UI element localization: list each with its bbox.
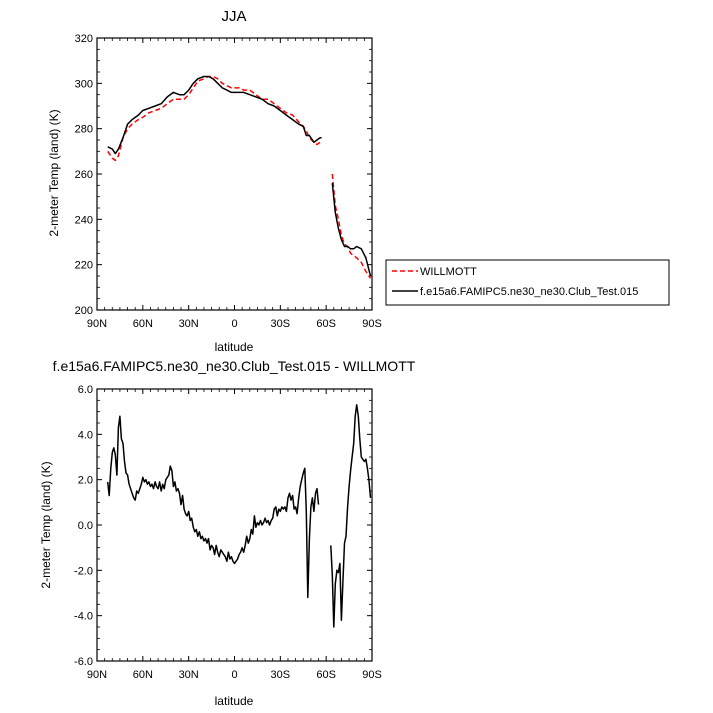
top-plot-frame [96,37,373,311]
top-x-tick-label: 30N [179,318,199,330]
top-y-tick-label: 220 [75,260,93,272]
bottom-y-axis-label: 2-meter Temp (land) (K) [39,461,53,588]
bottom-y-tick-label: 0.0 [78,520,93,532]
bottom-y-tick-label: -6.0 [74,656,93,668]
bottom-y-tick-label: 6.0 [78,384,93,396]
bottom-x-tick-label: 30N [179,669,199,681]
top-series-group [107,75,372,279]
top-y-tick-label: 200 [75,305,93,317]
bottom-panel: f.e15a6.FAMIPC5.ne30_ne30.Club_Test.015 … [39,358,416,708]
bottom-y-tick-label: -4.0 [74,611,93,623]
top-y-tick-label: 280 [75,124,93,136]
bottom-x-tick-label: 30S [271,669,291,681]
top-series-0-line-segment-1 [331,173,372,279]
top-x-tick-label: 90S [362,318,382,330]
legend: WILLMOTT f.e15a6.FAMIPC5.ne30_ne30.Club_… [385,259,670,306]
bottom-y-tick-label: 4.0 [78,429,93,441]
top-x-tick-label: 60N [133,318,153,330]
bottom-x-axis-label: latitude [215,694,254,708]
top-x-tick-label: 90N [87,318,107,330]
bottom-series-0-line-segment-1 [330,404,372,628]
top-y-axis-label: 2-meter Temp (land) (K) [47,109,61,236]
top-series-1-line-segment-0 [107,75,322,155]
bottom-y-tick-label: -2.0 [74,565,93,577]
top-x-tick-label: 30S [271,318,291,330]
top-series-1-line-segment-1 [331,183,372,277]
top-x-axis-label: latitude [215,340,254,354]
bottom-x-tick-label: 90S [362,669,382,681]
top-tick-group: 90N 60N 30N 0 30S 60S 90S 200 220 240 260 280 300 320 [75,33,382,330]
bottom-series-0-line-segment-0 [106,415,320,599]
legend-box [385,259,670,306]
top-x-tick-label: 60S [316,318,336,330]
bottom-x-tick-label: 60S [316,669,336,681]
top-y-tick-label: 320 [75,33,93,45]
bottom-chart-title: f.e15a6.FAMIPC5.ne30_ne30.Club_Test.015 … [53,358,416,374]
bottom-plot-frame [96,388,373,662]
legend-label-willmott: WILLMOTT [420,266,477,278]
top-y-tick-label: 240 [75,214,93,226]
top-x-tick-label: 0 [231,318,237,330]
bottom-x-tick-label: 90N [87,669,107,681]
top-series-0-line-segment-0 [107,75,323,162]
top-panel: JJA 2-meter Temp (land) (K) latitude 90N… [47,8,382,354]
top-y-tick-label: 260 [75,169,93,181]
top-chart-title: JJA [221,8,246,25]
bottom-x-tick-label: 60N [133,669,153,681]
bottom-x-tick-label: 0 [231,669,237,681]
legend-label-model: f.e15a6.FAMIPC5.ne30_ne30.Club_Test.015 [420,286,638,298]
bottom-y-tick-label: 2.0 [78,475,93,487]
top-y-tick-label: 300 [75,78,93,90]
bottom-series-group [106,404,372,628]
